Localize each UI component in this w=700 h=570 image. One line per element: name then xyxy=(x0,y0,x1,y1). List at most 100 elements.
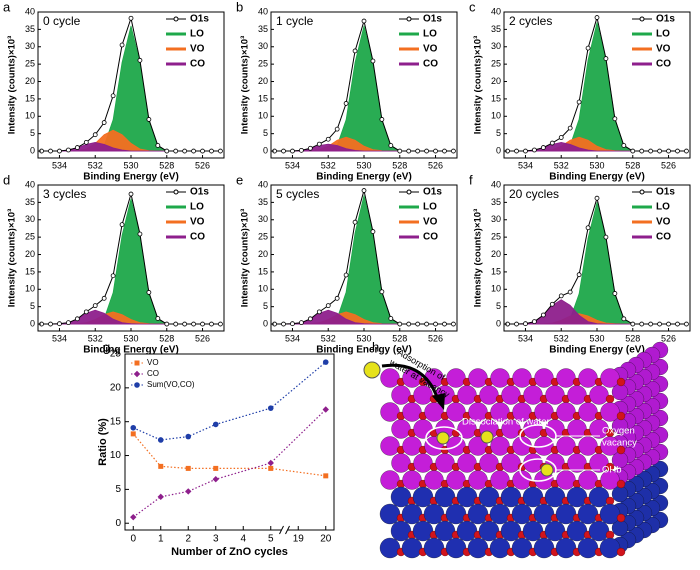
water-molecule xyxy=(480,430,494,444)
atom xyxy=(605,530,615,540)
legend-label: LO xyxy=(190,29,204,40)
atom xyxy=(545,385,565,405)
o1s-marker xyxy=(424,321,429,327)
o1s-marker xyxy=(57,321,62,327)
x-tick-label: 532 xyxy=(321,160,336,170)
atom xyxy=(588,486,610,508)
y-tick-label: 10 xyxy=(258,284,268,294)
legend-label: O1s xyxy=(423,187,442,198)
o1s-marker xyxy=(66,147,71,153)
o1s-marker xyxy=(48,321,53,327)
atom xyxy=(445,503,467,525)
o1s-marker xyxy=(675,148,680,154)
highlight xyxy=(425,426,463,450)
atom xyxy=(391,419,411,439)
x-axis-label: Binding Energy (eV) xyxy=(83,345,179,356)
o1s-marker xyxy=(639,148,645,154)
x-tick-label: 19 xyxy=(293,534,305,545)
legend-marker xyxy=(406,16,412,22)
o1s-marker xyxy=(657,148,662,154)
o1s-marker xyxy=(684,321,689,327)
legend-swatch xyxy=(166,47,186,51)
o1s-marker xyxy=(128,191,134,197)
o1s-marker xyxy=(48,148,53,154)
atom xyxy=(567,385,587,405)
atom xyxy=(457,385,477,405)
o1s-marker xyxy=(576,272,582,278)
atom xyxy=(556,470,576,490)
annotation: OHb xyxy=(602,465,622,476)
atom xyxy=(544,486,566,508)
o1s-marker xyxy=(200,321,205,327)
legend-swatch xyxy=(399,220,419,224)
x-tick-label: 532 xyxy=(554,333,569,343)
y-tick-label: 20 xyxy=(25,76,35,86)
o1s-marker xyxy=(361,18,367,24)
y-axis-label: Intensity (counts)×10³ xyxy=(7,36,18,134)
atom xyxy=(567,453,587,473)
y-tick-label: 10 xyxy=(110,450,122,461)
atom xyxy=(445,537,467,559)
x-tick-label: 532 xyxy=(88,160,103,170)
y-tick-label: 40 xyxy=(25,179,35,189)
legend-swatch xyxy=(166,220,186,224)
y-tick-label: 20 xyxy=(110,382,122,393)
y-tick-label: 25 xyxy=(25,59,35,69)
atom xyxy=(511,537,533,559)
y-tick-label: 30 xyxy=(258,41,268,51)
atom xyxy=(434,520,456,542)
atom xyxy=(616,377,626,387)
o1s-marker xyxy=(307,316,313,322)
o1s-marker xyxy=(415,148,421,154)
y-tick-label: 5 xyxy=(496,128,501,138)
y-tick-label: 30 xyxy=(25,214,35,224)
panel-letter: f xyxy=(469,172,473,187)
y-tick-label: 15 xyxy=(258,93,268,103)
y-tick-label: 0 xyxy=(30,318,35,328)
legend-label: VO xyxy=(423,44,438,55)
x-tick-label: 526 xyxy=(661,160,676,170)
y-tick-label: 0 xyxy=(30,145,35,155)
y-tick-label: 0 xyxy=(496,318,501,328)
o1s-marker xyxy=(173,148,179,154)
y-axis-label: Intensity (counts)×10³ xyxy=(473,209,484,307)
atom xyxy=(478,520,500,542)
x-tick-label: 528 xyxy=(625,333,640,343)
x-tick-label: 534 xyxy=(518,333,533,343)
o1s-marker xyxy=(218,321,223,327)
atom xyxy=(424,402,444,422)
atom xyxy=(566,520,588,542)
legend-label: LO xyxy=(656,202,670,213)
y-tick-label: 0 xyxy=(115,518,121,529)
atom xyxy=(402,436,422,456)
o1s-marker xyxy=(379,117,385,122)
x-axis-label: Binding Energy (eV) xyxy=(316,172,412,183)
legend-label: O1s xyxy=(656,14,675,25)
atom xyxy=(616,411,626,421)
o1s-marker xyxy=(164,321,170,327)
y-tick-label: 25 xyxy=(258,59,268,69)
x-tick-label: 0 xyxy=(130,534,136,545)
o1s-marker xyxy=(83,309,89,315)
atom xyxy=(577,537,599,559)
o1s-marker xyxy=(514,321,519,327)
atom xyxy=(456,486,478,508)
legend-label: LO xyxy=(423,202,437,213)
legend-swatch xyxy=(632,205,652,209)
o1s-marker xyxy=(343,101,349,106)
atom xyxy=(446,470,466,490)
atom xyxy=(523,385,543,405)
atom xyxy=(500,520,522,542)
y-tick-label: 40 xyxy=(25,6,35,16)
o1s-marker xyxy=(630,321,636,327)
legend-label: CO xyxy=(656,232,671,243)
o1s-marker xyxy=(397,148,403,154)
o1s-marker xyxy=(209,148,214,154)
atom xyxy=(478,486,500,508)
point xyxy=(185,488,192,495)
o1s-marker xyxy=(603,234,609,240)
water-molecule xyxy=(363,361,381,379)
o1s-marker xyxy=(621,316,627,322)
o1s-marker xyxy=(281,321,286,327)
panel-letter: a xyxy=(3,0,11,14)
